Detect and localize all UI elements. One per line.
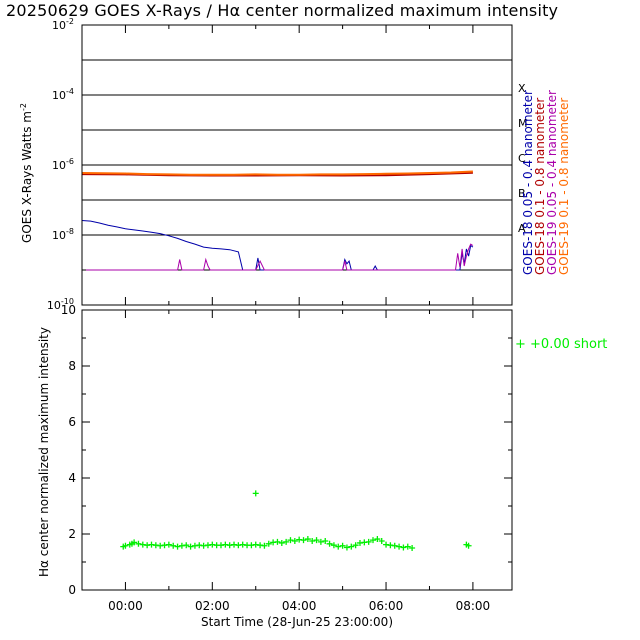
- x-tick-label: 04:00: [282, 599, 317, 613]
- data-point: [348, 543, 355, 550]
- data-point: [404, 543, 411, 550]
- data-point: [409, 545, 416, 551]
- data-point: [335, 543, 342, 550]
- data-point: [370, 537, 377, 544]
- goes-xray-panel: 10-2 10-4 10-6 10-8 10-10 GOES X-Rays Watts m…: [19, 17, 571, 312]
- data-point: [274, 538, 281, 545]
- y-tick-label: 4: [68, 471, 76, 485]
- y-tick-label: 10: [61, 303, 76, 317]
- data-point: [174, 543, 181, 550]
- data-point: [330, 542, 337, 549]
- data-point: [352, 542, 359, 549]
- y-tick-label: 10-8: [52, 227, 74, 242]
- data-point: [339, 542, 346, 549]
- bottom-plot-frame: [81, 309, 513, 591]
- y-tick-label: 6: [68, 415, 76, 429]
- data-point: [165, 541, 172, 548]
- series-line-1: [81, 220, 474, 271]
- series-line-4: [81, 170, 473, 176]
- data-point: [396, 543, 403, 550]
- data-point: [183, 542, 190, 549]
- data-point: [122, 542, 129, 549]
- data-point: [326, 540, 333, 547]
- data-point: [283, 538, 290, 545]
- scatter-legend: + +0.00 short: [515, 337, 607, 352]
- legend-entry-4: GOES-19 0.1 - 0.8 nanometer: [557, 98, 571, 275]
- x-tick-label: 08:00: [456, 599, 491, 613]
- x-tick-label: 02:00: [195, 599, 230, 613]
- data-point: [261, 542, 268, 549]
- y-tick-label: 10-10: [47, 297, 74, 312]
- flare-class-label: X: [518, 82, 526, 95]
- y-tick-label: 10-4: [52, 87, 74, 102]
- data-point: [309, 538, 316, 544]
- data-point: [304, 536, 311, 543]
- bottom-y-axis-label: Hα center normalized maximum intensity: [37, 327, 51, 577]
- data-point: [278, 539, 285, 546]
- data-point: [400, 544, 407, 551]
- halpha-panel: 0 2 4 6 8 10 00:00 02:00 04:00 06:00 08:00 Start Ti…: [37, 303, 607, 629]
- data-point: [343, 544, 350, 551]
- y-tick-label: 8: [68, 359, 76, 373]
- flare-class-label: M: [518, 117, 528, 130]
- data-point: [317, 538, 324, 545]
- x-axis-label: Start Time (28-Jun-25 23:00:00): [201, 615, 393, 629]
- legend-entry-1: GOES-18 0.05 - 0.4 nanometer: [521, 90, 535, 275]
- data-point: [322, 538, 329, 544]
- legend-entry-3: GOES-19 0.05 - 0.4 nanometer: [545, 90, 559, 275]
- y-tick-label: 10-6: [52, 157, 74, 172]
- series-line-3: [82, 243, 474, 271]
- data-point: [365, 538, 372, 545]
- data-point: [465, 542, 472, 549]
- data-point: [374, 536, 381, 543]
- flare-class-label: C: [518, 152, 526, 165]
- y-tick-label: 0: [68, 583, 76, 597]
- data-point: [287, 537, 294, 544]
- legend-entry-2: GOES-18 0.1 - 0.8 nanometer: [533, 98, 547, 275]
- y-tick-label: 10-2: [52, 17, 74, 32]
- data-point: [265, 540, 272, 547]
- flare-class-label: B: [518, 187, 526, 200]
- data-point: [291, 538, 298, 544]
- top-y-axis-label: GOES X-Rays Watts m-2: [19, 103, 34, 243]
- data-point: [300, 537, 307, 544]
- data-point: [313, 537, 320, 544]
- y-tick-label: 2: [68, 527, 76, 541]
- data-point: [135, 540, 142, 547]
- data-point: [170, 542, 177, 549]
- data-point: [252, 490, 259, 497]
- data-point: [131, 539, 138, 546]
- data-point: [391, 542, 398, 549]
- flare-class-label: A: [518, 222, 526, 235]
- x-tick-label: 00:00: [108, 599, 143, 613]
- data-point: [378, 538, 385, 544]
- page-title: 20250629 GOES X-Rays / Hα center normali…: [6, 1, 559, 20]
- x-tick-label: 06:00: [369, 599, 404, 613]
- data-point: [187, 543, 194, 550]
